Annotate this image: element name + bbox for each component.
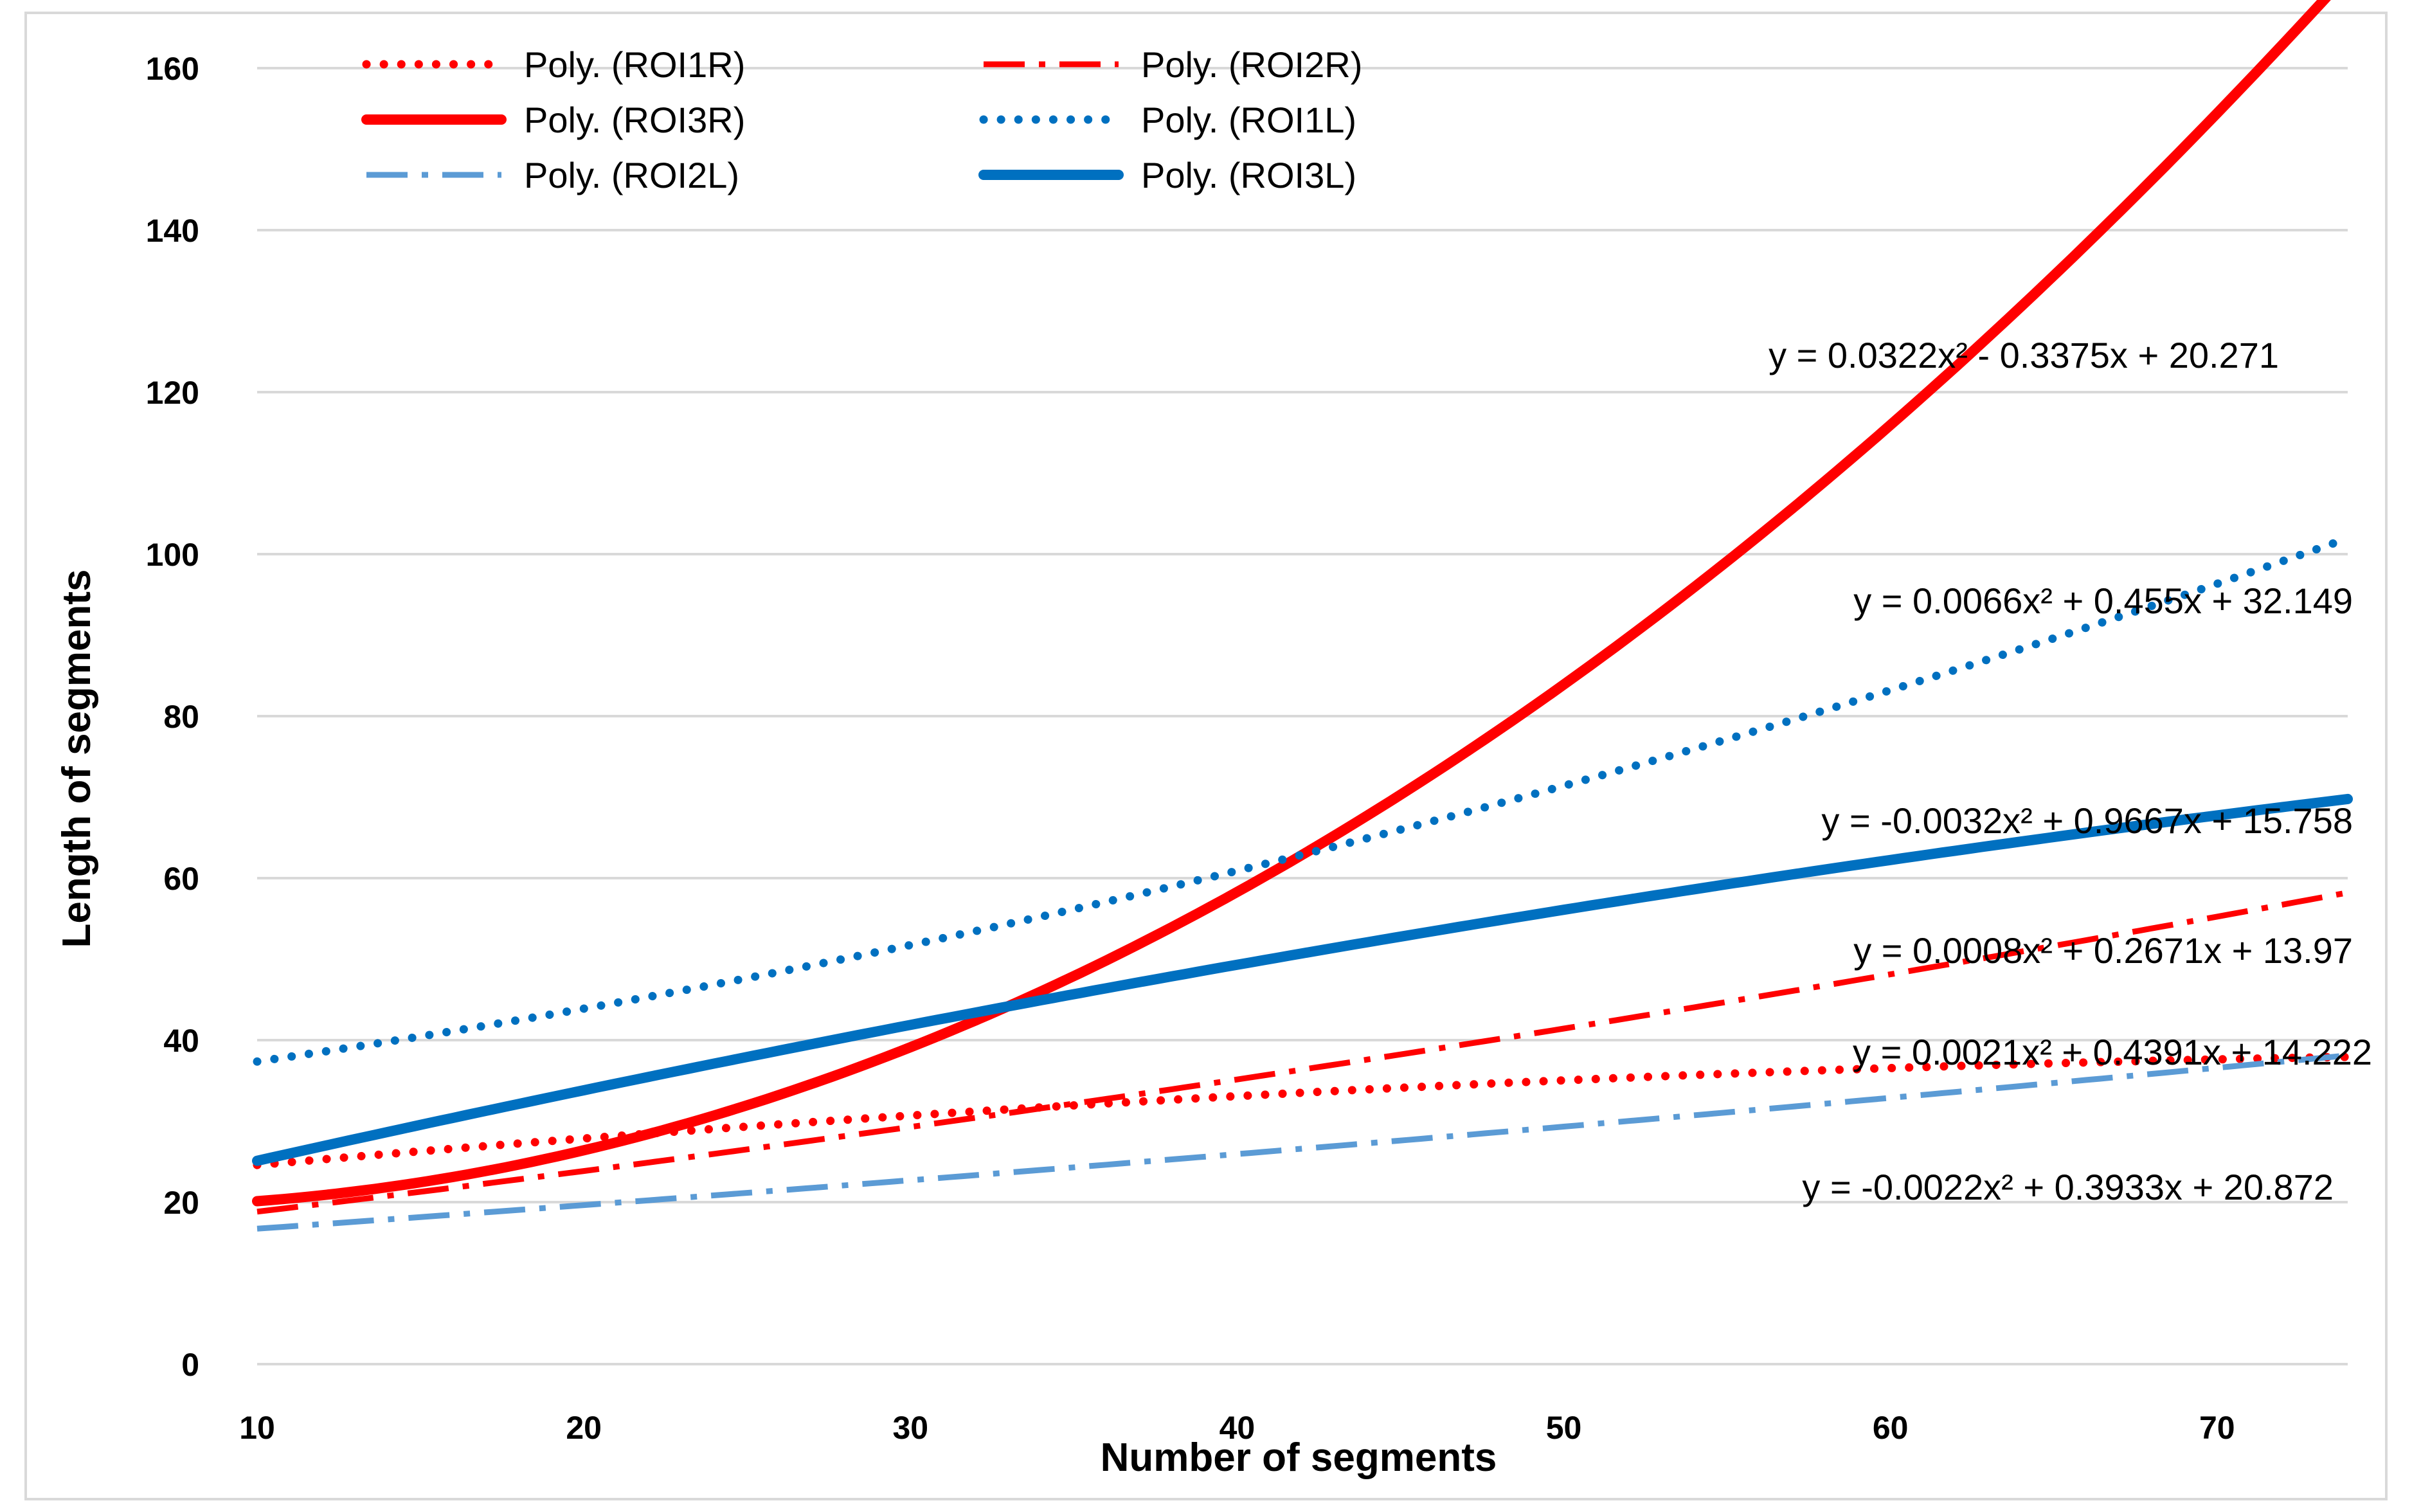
y-tick-label: 100 [146,537,199,573]
x-tick-label: 20 [566,1410,602,1446]
legend-item-poly-roi2l: Poly. (ROI2L) [366,155,739,195]
equation-label-poly-roi3r: y = 0.0322x² - 0.3375x + 20.271 [1769,335,2279,375]
x-axis-title: Number of segments [1101,1436,1497,1480]
trendline-equations: y = 0.0322x² - 0.3375x + 20.271 y = 0.006… [1769,335,2372,1207]
series-line-poly-roi2r [256,890,2348,1215]
legend-item-poly-roi2r: Poly. (ROI2R) [984,44,1362,85]
x-tick-labels: 10 20 30 40 50 60 70 [239,1410,2235,1446]
legend-item-poly-roi3r: Poly. (ROI3R) [361,100,745,140]
legend-label: Poly. (ROI1R) [524,44,745,85]
y-tick-label: 60 [163,861,199,897]
x-tick-label: 60 [1873,1410,1909,1446]
equation-label-poly-roi1l: y = 0.0066x² + 0.455x + 32.149 [1853,580,2353,621]
legend-label: Poly. (ROI1L) [1141,100,1356,140]
series-lines [252,0,2353,1232]
x-tick-label: 30 [892,1410,928,1446]
x-tick-label: 70 [2199,1410,2235,1446]
y-tick-label: 80 [163,699,199,735]
legend-item-poly-roi1r: Poly. (ROI1R) [362,44,745,85]
legend: Poly. (ROI1R) Poly. (ROI2R) Poly. (ROI3R) P… [361,44,1362,195]
series-line-poly-roi1l [253,534,2352,1066]
y-axis-title: Length of segments [55,569,99,948]
x-tick-label: 50 [1546,1410,1582,1446]
legend-label: Poly. (ROI2L) [524,155,739,195]
legend-label: Poly. (ROI3L) [1141,155,1356,195]
y-tick-labels: 0 20 40 60 80 100 120 140 160 [146,51,199,1383]
y-tick-label: 140 [146,213,199,249]
equation-label-poly-roi2l: y = 0.0008x² + 0.2671x + 13.97 [1853,930,2353,971]
legend-label: Poly. (ROI3R) [524,100,745,140]
y-tick-label: 40 [163,1023,199,1059]
series-line-poly-roi3l [252,793,2353,1166]
legend-item-poly-roi3l: Poly. (ROI3L) [978,155,1356,195]
y-tick-label: 160 [146,51,199,87]
y-tick-label: 0 [181,1347,199,1383]
equation-label-poly-roi2r: y = 0.0021x² + 0.4391x + 14.222 [1853,1032,2372,1072]
equation-label-poly-roi1r: y = -0.0022x² + 0.3933x + 20.872 [1802,1167,2334,1207]
x-tick-label: 40 [1220,1410,1256,1446]
legend-item-poly-roi1l: Poly. (ROI1L) [979,100,1356,140]
y-tick-label: 120 [146,375,199,411]
legend-label: Poly. (ROI2R) [1141,44,1362,85]
x-tick-label: 10 [239,1410,275,1446]
series-line-poly-roi2l [256,1052,2348,1232]
chart-frame [24,12,2388,1500]
gridlines [257,67,2348,1365]
series-line-poly-roi1r [253,1052,2352,1169]
y-tick-label: 20 [163,1185,199,1221]
equation-label-poly-roi3l: y = -0.0032x² + 0.9667x + 15.758 [1821,800,2353,841]
